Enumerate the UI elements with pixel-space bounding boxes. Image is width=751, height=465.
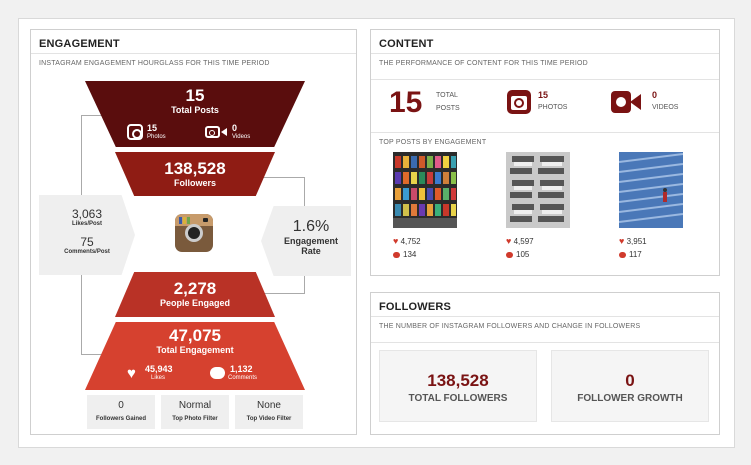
comments-per-post-value: 75 <box>80 235 94 249</box>
follower-growth-label: FOLLOWER GROWTH <box>577 393 683 404</box>
engagement-panel: ENGAGEMENT INSTAGRAM ENGAGEMENT HOURGLAS… <box>30 29 357 435</box>
engagement-title: ENGAGEMENT <box>39 38 120 50</box>
top-post-1-image[interactable] <box>393 152 457 228</box>
comment-bubble-icon <box>619 251 626 258</box>
comments-per-post-label: Comments/Post <box>64 249 110 255</box>
people-engaged-label: People Engaged <box>159 298 230 308</box>
people-engaged-block: 2,278 People Engaged <box>115 272 275 317</box>
total-engagement-block: 47,075 Total Engagement ♥ 45,943 Likes 1… <box>85 322 305 390</box>
top-post-3-comments: 117 <box>619 250 642 259</box>
top-video-filter-label: Top Video Filter <box>246 416 292 422</box>
likes-label: Likes <box>151 375 166 381</box>
content-photos-label: PHOTOS <box>538 104 568 111</box>
followers-block: 138,528 Followers <box>115 152 275 196</box>
content-videos-value: 0 <box>652 90 658 100</box>
top-photo-filter-value: Normal <box>178 400 212 411</box>
content-posts-label-2: POSTS <box>436 105 460 112</box>
camera-icon <box>127 124 143 140</box>
posts-photos-value: 15 <box>147 123 158 133</box>
total-followers-label: TOTAL FOLLOWERS <box>408 393 508 404</box>
total-engagement-label: Total Engagement <box>156 345 234 355</box>
total-posts-block: 15 Total Posts 15 Photos 0 Videos <box>85 81 305 147</box>
comment-bubble-icon <box>393 251 400 258</box>
video-camera-icon <box>205 126 220 138</box>
top-photo-filter-box: Normal Top Photo Filter <box>161 395 229 429</box>
total-followers-card: 138,528 TOTAL FOLLOWERS <box>379 350 537 422</box>
comment-bubble-icon <box>210 367 225 379</box>
top-posts-label: TOP POSTS BY ENGAGEMENT <box>379 139 487 146</box>
top-post-1-comments: 134 <box>393 250 416 259</box>
likes-per-post-box: 3,063 Likes/Post 75 Comments/Post <box>39 195 135 275</box>
follower-growth-value: 0 <box>625 371 635 390</box>
top-post-2-image[interactable] <box>506 152 570 228</box>
people-engaged-value: 2,278 <box>173 279 217 298</box>
top-post-2-likes: ♥ 4,597 <box>506 236 534 246</box>
total-engagement-value: 47,075 <box>169 326 221 345</box>
total-posts-label: Total Posts <box>171 105 219 115</box>
followers-subtitle: THE NUMBER OF INSTAGRAM FOLLOWERS AND CH… <box>379 323 641 330</box>
engagement-rate-label-1: Engagement <box>283 236 338 246</box>
comments-value: 1,132 <box>230 364 253 374</box>
content-title: CONTENT <box>379 38 434 50</box>
posts-videos-label: Videos <box>232 134 251 140</box>
engagement-subtitle: INSTAGRAM ENGAGEMENT HOURGLASS FOR THIS … <box>39 60 270 67</box>
posts-photos-label: Photos <box>147 134 166 140</box>
followers-value: 138,528 <box>164 159 226 178</box>
total-followers-value: 138,528 <box>427 371 489 390</box>
followers-label: Followers <box>173 178 216 188</box>
followers-gained-box: 0 Followers Gained <box>87 395 155 429</box>
comment-bubble-icon <box>506 251 513 258</box>
heart-icon: ♥ <box>127 365 136 382</box>
engagement-rate-value: 1.6% <box>292 218 330 235</box>
followers-gained-value: 0 <box>118 400 124 411</box>
content-posts-value: 15 <box>389 86 423 119</box>
top-video-filter-value: None <box>257 400 281 411</box>
comments-label: Comments <box>228 375 258 381</box>
content-panel: CONTENT THE PERFORMANCE OF CONTENT FOR T… <box>370 29 720 276</box>
followers-title: FOLLOWERS <box>379 301 452 313</box>
content-posts-label-1: TOTAL <box>436 92 458 99</box>
followers-panel: FOLLOWERS THE NUMBER OF INSTAGRAM FOLLOW… <box>370 292 720 435</box>
likes-per-post-value: 3,063 <box>71 207 103 221</box>
followers-gained-label: Followers Gained <box>95 416 146 422</box>
top-photo-filter-label: Top Photo Filter <box>172 416 218 422</box>
camera-icon <box>507 90 531 114</box>
top-post-2-comments: 105 <box>506 250 529 259</box>
engagement-rate-label-2: Rate <box>301 246 321 256</box>
video-camera-icon <box>611 91 641 113</box>
follower-growth-card: 0 FOLLOWER GROWTH <box>551 350 709 422</box>
content-subtitle: THE PERFORMANCE OF CONTENT FOR THIS TIME… <box>379 60 588 67</box>
top-post-1-likes: ♥ 4,752 <box>393 236 421 246</box>
posts-videos-value: 0 <box>232 123 238 133</box>
total-posts-value: 15 <box>185 86 205 105</box>
top-post-3-likes: ♥ 3,951 <box>619 236 647 246</box>
content-photos-value: 15 <box>538 90 549 100</box>
content-videos-label: VIDEOS <box>652 104 679 111</box>
likes-value: 45,943 <box>145 364 173 374</box>
instagram-logo-icon <box>175 214 213 252</box>
engagement-rate-box: 1.6% Engagement Rate <box>261 206 351 276</box>
top-post-3-image[interactable] <box>619 152 683 228</box>
top-video-filter-box: None Top Video Filter <box>235 395 303 429</box>
likes-per-post-label: Likes/Post <box>71 221 102 227</box>
